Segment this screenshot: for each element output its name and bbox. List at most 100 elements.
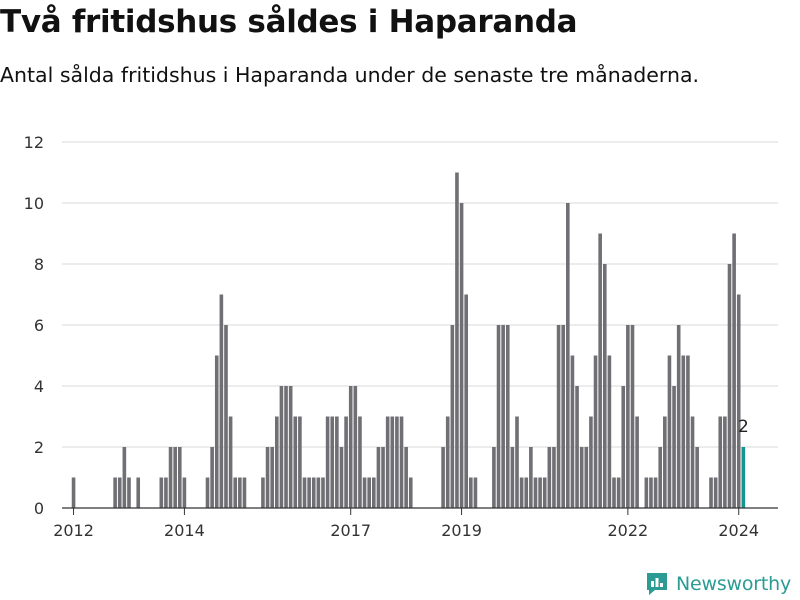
brand-name: Newsworthy: [676, 573, 792, 595]
x-tick-label: 2022: [608, 521, 649, 540]
bar: [589, 416, 593, 508]
bar: [164, 477, 168, 508]
bar: [311, 477, 316, 508]
bar: [612, 477, 616, 508]
bar: [113, 477, 117, 508]
bar: [732, 233, 736, 508]
bar: [552, 447, 556, 508]
bar: [676, 325, 681, 508]
y-tick-label: 8: [34, 255, 44, 274]
bar: [538, 477, 542, 508]
bar: [205, 477, 210, 508]
bar: [681, 355, 686, 508]
bar: [214, 355, 219, 508]
x-tick-label: 2014: [164, 521, 205, 540]
bar: [344, 416, 348, 508]
bar: [325, 416, 330, 508]
y-tick-label: 4: [34, 377, 44, 396]
bar: [372, 477, 376, 508]
bar: [173, 447, 177, 508]
bar: [168, 447, 173, 508]
highlight-bar: [741, 447, 746, 508]
bar: [242, 477, 247, 508]
bar: [469, 477, 473, 508]
bar: [690, 416, 695, 508]
bar: [279, 386, 284, 508]
bar: [385, 416, 390, 508]
bar: [348, 386, 353, 508]
newsworthy-logo-icon: [647, 573, 667, 595]
bar: [542, 477, 547, 508]
bar: [556, 325, 561, 508]
bar: [515, 416, 519, 508]
bar: [593, 355, 598, 508]
brand-logo[interactable]: Newsworthy: [645, 569, 791, 599]
bar: [238, 477, 242, 508]
bar: [270, 447, 274, 508]
bar: [298, 416, 302, 508]
bar: [727, 264, 732, 508]
bar: [501, 325, 505, 508]
bar: [71, 477, 76, 508]
bar: [335, 416, 339, 508]
bar: [177, 447, 182, 508]
bar: [667, 355, 672, 508]
bar: [602, 264, 607, 508]
bar: [584, 447, 589, 508]
bar: [219, 294, 224, 508]
bar: [316, 477, 321, 508]
bar: [404, 447, 408, 508]
bar: [122, 447, 127, 508]
bar: [635, 416, 639, 508]
bar: [529, 447, 533, 508]
y-axis-tick-labels: 0 2 4 6 8 10 12: [24, 133, 44, 518]
bar: [450, 325, 455, 508]
bar: [566, 203, 570, 508]
bar: [445, 416, 450, 508]
bar: [644, 477, 649, 508]
bar: [224, 325, 228, 508]
bar: [265, 447, 270, 508]
bar: [353, 386, 358, 508]
bar: [464, 294, 468, 508]
bar: [561, 325, 566, 508]
bar: [339, 447, 344, 508]
chart-title: Två fritidshus såldes i Haparanda: [0, 4, 578, 40]
bar: [182, 477, 187, 508]
bar: [718, 416, 723, 508]
x-tick-label: 2019: [441, 521, 482, 540]
bar: [579, 447, 584, 508]
bar: [547, 447, 552, 508]
bar: [570, 355, 575, 508]
bar: [261, 477, 265, 508]
bar: [399, 416, 404, 508]
bar: [136, 477, 141, 508]
bar: [492, 447, 496, 508]
bar: [686, 355, 690, 508]
bar: [390, 416, 395, 508]
bar: [519, 477, 524, 508]
bar: [616, 477, 621, 508]
x-tick-label: 2024: [718, 521, 759, 540]
bar: [709, 477, 713, 508]
highlight-value-label: 2: [738, 417, 749, 437]
bar: [658, 447, 663, 508]
y-tick-label: 12: [24, 133, 44, 152]
x-tick-label: 2017: [330, 521, 371, 540]
bar: [284, 386, 288, 508]
bar: [607, 355, 612, 508]
bar: [330, 416, 335, 508]
bar: [233, 477, 238, 508]
bar: [621, 386, 626, 508]
bar: [649, 477, 653, 508]
bar: [127, 477, 131, 508]
bar: [307, 477, 311, 508]
bar: [496, 325, 501, 508]
x-axis: 2012 2014 2017 2019 2022 2024: [53, 507, 778, 540]
bar: [723, 416, 727, 508]
x-tick-label: 2012: [53, 521, 94, 540]
bar: [598, 233, 602, 508]
bar: [302, 477, 307, 508]
data-labels: 2: [738, 417, 749, 437]
